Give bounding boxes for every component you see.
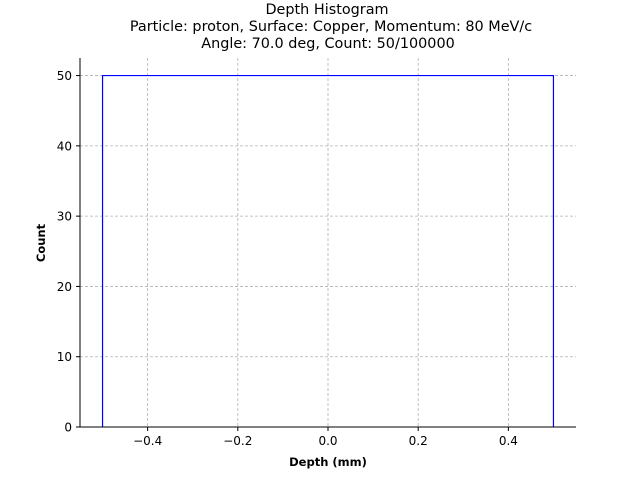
y-tick-label: 10 [57,350,72,364]
x-tick-label: −0.2 [223,434,252,448]
chart-title-line-3: Angle: 70.0 deg, Count: 50/100000 [201,36,455,52]
chart-title-line-2: Particle: proton, Surface: Copper, Momen… [130,19,532,35]
x-tick-label: −0.4 [133,434,162,448]
y-axis-label: Count [34,223,48,262]
x-axis-label: Depth (mm) [289,455,367,469]
histogram-bin [101,74,555,427]
y-tick-label: 30 [57,210,72,224]
y-tick-label: 50 [57,69,72,83]
x-axis-ticks: −0.4 −0.2 0.0 0.2 0.4 [133,427,518,448]
y-tick-label: 0 [64,421,72,435]
histogram-series [101,74,555,427]
x-tick-label: 0.0 [318,434,337,448]
y-tick-label: 40 [57,139,72,153]
y-axis-ticks: 0 10 20 30 40 50 [57,69,80,435]
y-tick-label: 20 [57,280,72,294]
chart-title-line-1: Depth Histogram [265,2,388,18]
x-tick-label: 0.2 [409,434,428,448]
grid-lines [80,58,576,428]
x-tick-label: 0.4 [499,434,518,448]
